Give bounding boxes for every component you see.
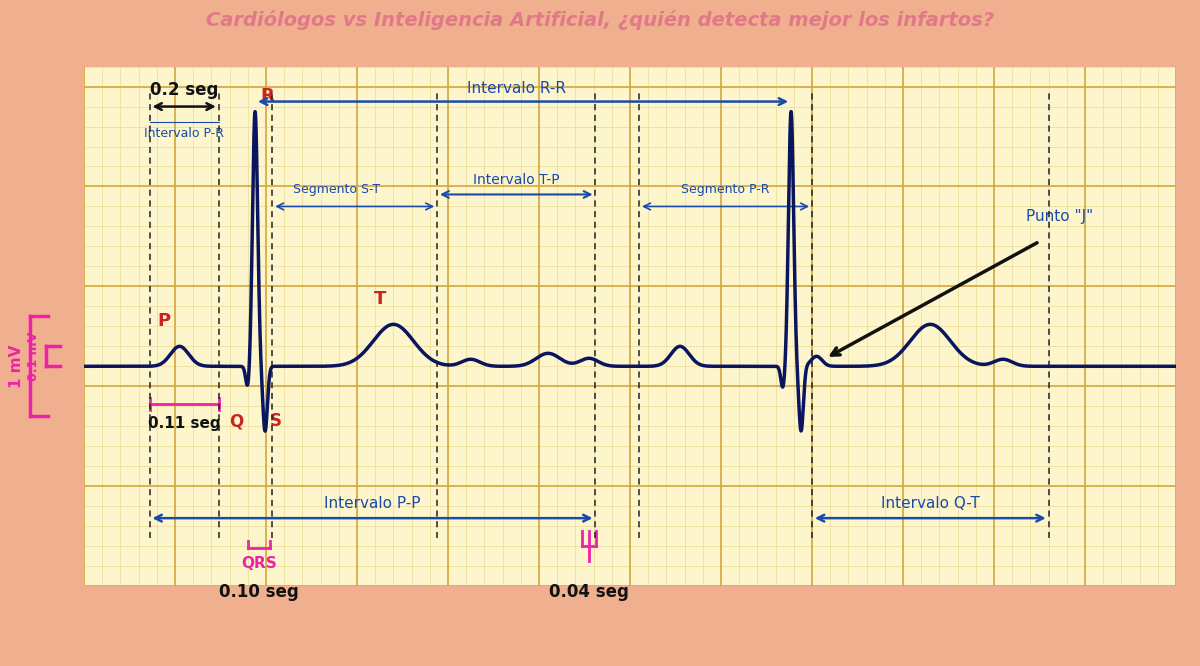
Text: QRS: QRS: [241, 556, 276, 571]
Text: Intervalo P-P: Intervalo P-P: [324, 496, 421, 511]
Text: Intervalo Q-T: Intervalo Q-T: [881, 496, 979, 511]
Text: R: R: [260, 87, 275, 105]
Text: Cardiólogos vs Inteligencia Artificial, ¿quién detecta mejor los infartos?: Cardiólogos vs Inteligencia Artificial, …: [206, 10, 994, 30]
Text: 0.1 mV: 0.1 mV: [26, 332, 40, 381]
Text: S: S: [270, 412, 282, 430]
Text: 0.11 seg: 0.11 seg: [148, 416, 221, 432]
Text: 0.04 seg: 0.04 seg: [550, 583, 629, 601]
Text: P: P: [157, 312, 170, 330]
Text: T: T: [373, 290, 386, 308]
Text: Punto "J": Punto "J": [1026, 209, 1093, 224]
Text: 1 mV: 1 mV: [8, 344, 24, 388]
Text: Intervalo P-R: Intervalo P-R: [144, 127, 224, 140]
Text: Segmento P-R: Segmento P-R: [682, 183, 770, 196]
Text: Q: Q: [229, 412, 244, 430]
Text: Intervalo R-R: Intervalo R-R: [467, 81, 565, 96]
Text: Intervalo T-P: Intervalo T-P: [473, 173, 559, 188]
Text: 0.10 seg: 0.10 seg: [218, 583, 299, 601]
Text: Segmento S-T: Segmento S-T: [293, 183, 380, 196]
Text: 0.2 seg: 0.2 seg: [150, 81, 218, 99]
